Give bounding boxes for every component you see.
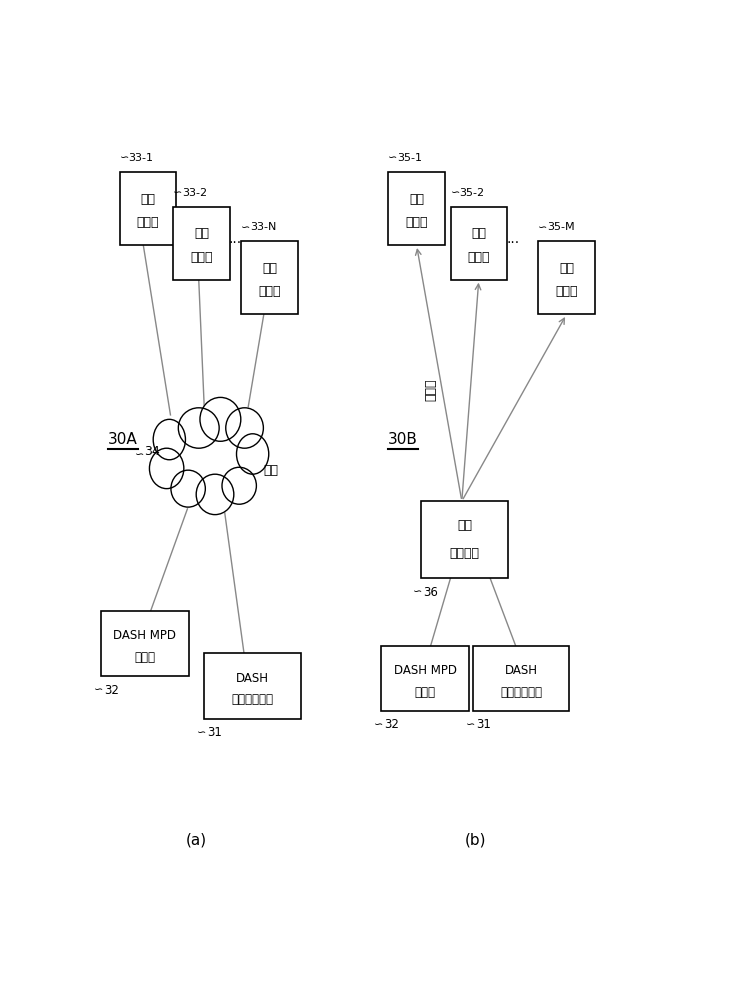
Text: 35-2: 35-2 <box>460 188 485 198</box>
Ellipse shape <box>150 448 184 489</box>
Text: 服务: 服务 <box>472 227 486 240</box>
Text: ∽: ∽ <box>450 188 460 198</box>
Text: ∽: ∽ <box>120 153 128 163</box>
Text: 接收器: 接收器 <box>137 216 159 229</box>
Text: 服务: 服务 <box>140 193 155 206</box>
Text: 35-M: 35-M <box>548 222 575 232</box>
Text: 30B: 30B <box>388 432 418 447</box>
Text: ∽: ∽ <box>388 153 397 163</box>
Text: 33-1: 33-1 <box>128 153 153 163</box>
Bar <box>120 172 176 245</box>
Text: 接收器: 接收器 <box>467 251 490 264</box>
Text: 服务: 服务 <box>559 262 574 275</box>
Text: 接收器: 接收器 <box>258 285 281 298</box>
Text: 31: 31 <box>476 718 491 731</box>
Text: 32: 32 <box>104 684 119 697</box>
Text: 接收器: 接收器 <box>556 285 577 298</box>
Text: ∽: ∽ <box>197 728 207 738</box>
Text: ∽: ∽ <box>466 720 475 730</box>
Text: ∽: ∽ <box>374 720 383 730</box>
Text: 服务器: 服务器 <box>134 651 155 664</box>
Text: ∽: ∽ <box>413 587 423 597</box>
Ellipse shape <box>237 434 269 474</box>
Bar <box>538 241 595 314</box>
Text: 服务: 服务 <box>194 227 209 240</box>
Bar <box>204 653 301 719</box>
Text: ∽: ∽ <box>538 222 548 232</box>
Ellipse shape <box>171 470 205 507</box>
Text: 服务器: 服务器 <box>415 686 436 699</box>
Text: DASH MPD: DASH MPD <box>393 664 456 677</box>
Text: 35-1: 35-1 <box>397 153 423 163</box>
Bar <box>420 501 509 578</box>
Text: 通信: 通信 <box>264 464 279 477</box>
Text: ...: ... <box>229 232 242 246</box>
Bar <box>173 207 230 280</box>
Text: ...: ... <box>506 232 519 246</box>
Text: ∽: ∽ <box>93 685 103 695</box>
Bar <box>381 646 469 711</box>
Text: 发送系统: 发送系统 <box>450 547 480 560</box>
Text: 36: 36 <box>423 586 439 599</box>
Text: (a): (a) <box>185 832 207 847</box>
Text: ∽: ∽ <box>134 450 144 460</box>
Text: DASH MPD: DASH MPD <box>113 629 177 642</box>
Bar <box>450 207 507 280</box>
Text: DASH: DASH <box>504 664 538 677</box>
Text: 31: 31 <box>207 726 222 739</box>
Text: (b): (b) <box>465 832 487 847</box>
Ellipse shape <box>200 397 241 441</box>
Bar <box>388 172 445 245</box>
Bar <box>241 241 298 314</box>
Bar <box>101 611 189 676</box>
Text: ∽: ∽ <box>173 188 182 198</box>
Text: 33-N: 33-N <box>250 222 277 232</box>
Ellipse shape <box>226 408 264 448</box>
Text: 接收器: 接收器 <box>191 251 213 264</box>
Ellipse shape <box>153 419 185 460</box>
Ellipse shape <box>222 467 256 504</box>
Bar <box>473 646 569 711</box>
Text: ∽: ∽ <box>241 222 250 232</box>
Text: 流文件服务器: 流文件服务器 <box>231 693 274 706</box>
Text: 33-2: 33-2 <box>182 188 207 198</box>
Text: 32: 32 <box>384 718 399 731</box>
Text: 34: 34 <box>144 445 160 458</box>
Text: 30A: 30A <box>108 432 138 447</box>
Text: 服务: 服务 <box>262 262 277 275</box>
Text: 流文件服务器: 流文件服务器 <box>500 686 542 699</box>
Text: 接收器: 接收器 <box>405 216 428 229</box>
Text: 广播波: 广播波 <box>424 378 437 401</box>
Text: 广播: 广播 <box>457 519 472 532</box>
Ellipse shape <box>178 408 219 448</box>
Text: DASH: DASH <box>236 672 269 685</box>
Ellipse shape <box>196 474 234 515</box>
Text: 服务: 服务 <box>409 193 424 206</box>
